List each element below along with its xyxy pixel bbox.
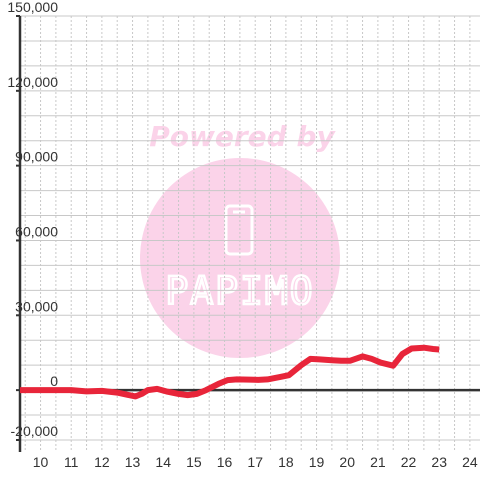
x-tick-label: 15 (186, 454, 202, 470)
x-tick-label: 19 (309, 454, 325, 470)
y-tick-label: 120,000 (7, 74, 58, 90)
watermark-powered-by-text: Powered by (149, 120, 336, 153)
x-tick-label: 24 (462, 454, 478, 470)
y-tick-label: 60,000 (15, 223, 58, 239)
series-line (20, 344, 440, 400)
y-tick-label: 90,000 (15, 149, 58, 165)
gridlines (20, 15, 480, 452)
x-tick-label: 21 (370, 454, 386, 470)
x-tick-label: 13 (125, 454, 141, 470)
x-tick-label: 18 (278, 454, 294, 470)
watermark: Powered by PAPIMO (140, 120, 340, 358)
phone-icon (224, 204, 254, 256)
y-tick-label: 30,000 (15, 298, 58, 314)
x-tick-label: 20 (339, 454, 355, 470)
x-tick-label: 17 (247, 454, 263, 470)
x-tick-label: 10 (33, 454, 49, 470)
series-layer (20, 344, 440, 400)
y-tick-label: 0 (50, 373, 58, 389)
watermark-logo-text: PAPIMO (165, 269, 314, 313)
x-tick-label: 14 (155, 454, 171, 470)
x-tick-label: 11 (64, 454, 79, 470)
x-tick-labels: 10 11 12 13 14 15 16 17 18 19 20 21 22 23 24 (33, 454, 478, 470)
x-tick-label: 16 (217, 454, 233, 470)
y-tick-label: -20,000 (11, 423, 59, 439)
y-tick-label: 150,000 (7, 0, 58, 15)
x-tick-label: 23 (431, 454, 447, 470)
x-tick-label: 22 (401, 454, 417, 470)
y-tick-labels: 150,000 120,000 90,000 60,000 30,000 0 -20,000 (7, 0, 58, 439)
x-tick-label: 12 (94, 454, 110, 470)
